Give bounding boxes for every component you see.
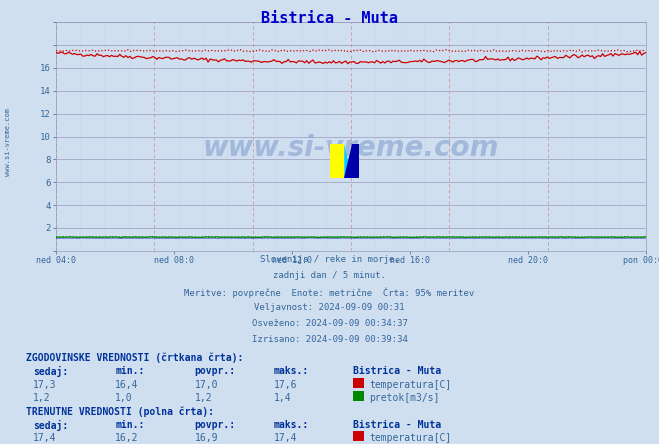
Text: maks.:: maks.: <box>273 366 308 377</box>
Text: Bistrica - Muta: Bistrica - Muta <box>261 11 398 26</box>
Text: ZGODOVINSKE VREDNOSTI (črtkana črta):: ZGODOVINSKE VREDNOSTI (črtkana črta): <box>26 353 244 364</box>
Text: min.:: min.: <box>115 366 145 377</box>
Text: Slovenija / reke in morje.: Slovenija / reke in morje. <box>260 255 399 264</box>
Text: Bistrica - Muta: Bistrica - Muta <box>353 420 441 430</box>
Text: www.si-vreme.com: www.si-vreme.com <box>203 134 499 162</box>
Polygon shape <box>344 144 359 178</box>
Text: www.si-vreme.com: www.si-vreme.com <box>5 108 11 176</box>
Text: pretok[m3/s]: pretok[m3/s] <box>369 393 440 403</box>
Polygon shape <box>330 144 344 178</box>
Text: 16,2: 16,2 <box>115 433 139 443</box>
Text: Osveženo: 2024-09-09 00:34:37: Osveženo: 2024-09-09 00:34:37 <box>252 319 407 328</box>
Text: min.:: min.: <box>115 420 145 430</box>
Text: 1,2: 1,2 <box>33 393 51 403</box>
Text: temperatura[C]: temperatura[C] <box>369 380 451 390</box>
Text: povpr.:: povpr.: <box>194 366 235 377</box>
Text: 1,0: 1,0 <box>115 393 133 403</box>
Text: 17,4: 17,4 <box>273 433 297 443</box>
Text: 16,9: 16,9 <box>194 433 218 443</box>
Text: 17,3: 17,3 <box>33 380 57 390</box>
Text: zadnji dan / 5 minut.: zadnji dan / 5 minut. <box>273 271 386 280</box>
Text: Meritve: povprečne  Enote: metrične  Črta: 95% meritev: Meritve: povprečne Enote: metrične Črta:… <box>185 287 474 298</box>
Text: 17,4: 17,4 <box>33 433 57 443</box>
Text: 17,0: 17,0 <box>194 380 218 390</box>
Text: temperatura[C]: temperatura[C] <box>369 433 451 443</box>
Text: Bistrica - Muta: Bistrica - Muta <box>353 366 441 377</box>
Text: 17,6: 17,6 <box>273 380 297 390</box>
Text: 16,4: 16,4 <box>115 380 139 390</box>
Text: 1,4: 1,4 <box>273 393 291 403</box>
Text: Izrisano: 2024-09-09 00:39:34: Izrisano: 2024-09-09 00:39:34 <box>252 335 407 344</box>
Text: sedaj:: sedaj: <box>33 366 68 377</box>
Text: maks.:: maks.: <box>273 420 308 430</box>
Text: sedaj:: sedaj: <box>33 420 68 431</box>
Text: Veljavnost: 2024-09-09 00:31: Veljavnost: 2024-09-09 00:31 <box>254 303 405 312</box>
Text: povpr.:: povpr.: <box>194 420 235 430</box>
Text: 1,2: 1,2 <box>194 393 212 403</box>
Text: TRENUTNE VREDNOSTI (polna črta):: TRENUTNE VREDNOSTI (polna črta): <box>26 406 214 417</box>
Polygon shape <box>344 144 352 178</box>
